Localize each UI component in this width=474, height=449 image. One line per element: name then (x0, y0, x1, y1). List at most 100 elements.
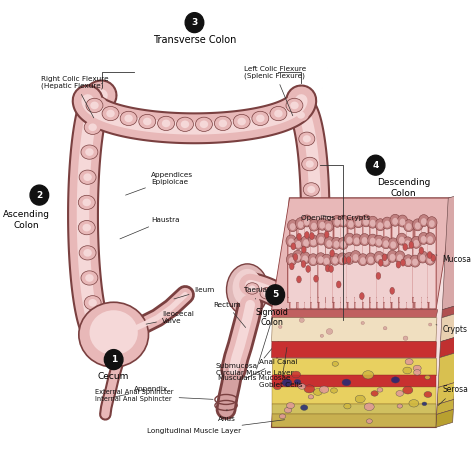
Text: Cecum: Cecum (98, 371, 129, 381)
Ellipse shape (413, 240, 419, 247)
Ellipse shape (320, 334, 324, 337)
Polygon shape (416, 227, 420, 307)
Polygon shape (362, 221, 370, 308)
Ellipse shape (403, 243, 408, 251)
Text: Descending
Colon: Descending Colon (377, 178, 430, 198)
Ellipse shape (318, 237, 324, 243)
Ellipse shape (120, 111, 137, 126)
Ellipse shape (86, 98, 103, 113)
Text: Mucosa: Mucosa (436, 255, 472, 264)
Ellipse shape (427, 217, 437, 229)
Ellipse shape (326, 240, 332, 247)
Ellipse shape (297, 233, 301, 240)
Polygon shape (436, 409, 453, 427)
Ellipse shape (383, 326, 387, 330)
Ellipse shape (424, 392, 432, 397)
Ellipse shape (344, 233, 355, 245)
Polygon shape (272, 310, 438, 318)
Ellipse shape (331, 238, 342, 249)
Ellipse shape (302, 255, 308, 262)
Ellipse shape (390, 287, 394, 294)
Polygon shape (391, 258, 394, 296)
Polygon shape (389, 244, 397, 302)
Ellipse shape (94, 322, 103, 330)
Ellipse shape (340, 241, 346, 248)
Polygon shape (419, 220, 428, 308)
Ellipse shape (419, 233, 429, 244)
Ellipse shape (405, 359, 413, 365)
Ellipse shape (299, 319, 305, 326)
Ellipse shape (303, 135, 311, 142)
Polygon shape (299, 225, 303, 307)
Text: 4: 4 (373, 161, 379, 170)
Ellipse shape (421, 236, 427, 243)
Ellipse shape (390, 254, 395, 261)
Ellipse shape (299, 284, 315, 298)
Ellipse shape (286, 254, 297, 266)
Ellipse shape (289, 257, 294, 264)
Ellipse shape (361, 321, 365, 325)
Polygon shape (302, 242, 310, 302)
Ellipse shape (325, 265, 330, 272)
Ellipse shape (378, 259, 383, 266)
Polygon shape (283, 205, 431, 419)
Ellipse shape (143, 118, 152, 125)
Polygon shape (319, 261, 323, 296)
Ellipse shape (390, 214, 401, 226)
Ellipse shape (384, 220, 390, 228)
Ellipse shape (313, 388, 322, 396)
Text: Haustra: Haustra (120, 217, 179, 239)
Polygon shape (404, 261, 412, 297)
Ellipse shape (278, 326, 282, 329)
Ellipse shape (233, 269, 262, 307)
Ellipse shape (319, 386, 329, 393)
Polygon shape (377, 243, 381, 301)
Ellipse shape (310, 238, 316, 246)
Ellipse shape (303, 234, 319, 247)
Ellipse shape (405, 258, 411, 265)
Ellipse shape (326, 329, 333, 335)
Polygon shape (353, 240, 361, 302)
Polygon shape (311, 262, 315, 296)
Ellipse shape (305, 232, 309, 238)
Ellipse shape (90, 310, 138, 355)
Text: Ascending
Colon: Ascending Colon (3, 210, 50, 230)
Ellipse shape (397, 233, 407, 245)
Polygon shape (301, 258, 310, 297)
Ellipse shape (353, 216, 364, 228)
Ellipse shape (406, 223, 412, 230)
Polygon shape (345, 239, 354, 302)
Polygon shape (309, 260, 318, 297)
Ellipse shape (316, 253, 326, 265)
Ellipse shape (297, 311, 305, 319)
Circle shape (266, 285, 284, 305)
Ellipse shape (78, 195, 95, 210)
Ellipse shape (410, 255, 420, 267)
Ellipse shape (308, 395, 314, 399)
Polygon shape (383, 262, 388, 296)
Ellipse shape (81, 271, 98, 285)
Ellipse shape (367, 234, 378, 246)
Ellipse shape (418, 251, 428, 263)
Ellipse shape (89, 123, 97, 131)
Text: Serosa: Serosa (438, 385, 468, 405)
Polygon shape (294, 256, 302, 297)
Text: Anus: Anus (218, 409, 236, 423)
Ellipse shape (377, 222, 383, 229)
Ellipse shape (338, 238, 348, 250)
Ellipse shape (303, 239, 309, 247)
Ellipse shape (214, 116, 231, 131)
Ellipse shape (429, 220, 435, 227)
Circle shape (185, 13, 204, 33)
Ellipse shape (422, 402, 427, 405)
Ellipse shape (330, 250, 335, 257)
Ellipse shape (431, 255, 436, 261)
Ellipse shape (293, 308, 309, 322)
Ellipse shape (396, 391, 403, 396)
Ellipse shape (310, 257, 316, 264)
Polygon shape (289, 226, 297, 308)
Ellipse shape (370, 220, 376, 227)
Ellipse shape (409, 242, 414, 248)
Polygon shape (294, 243, 302, 302)
Text: Transverse Colon: Transverse Colon (153, 35, 236, 44)
